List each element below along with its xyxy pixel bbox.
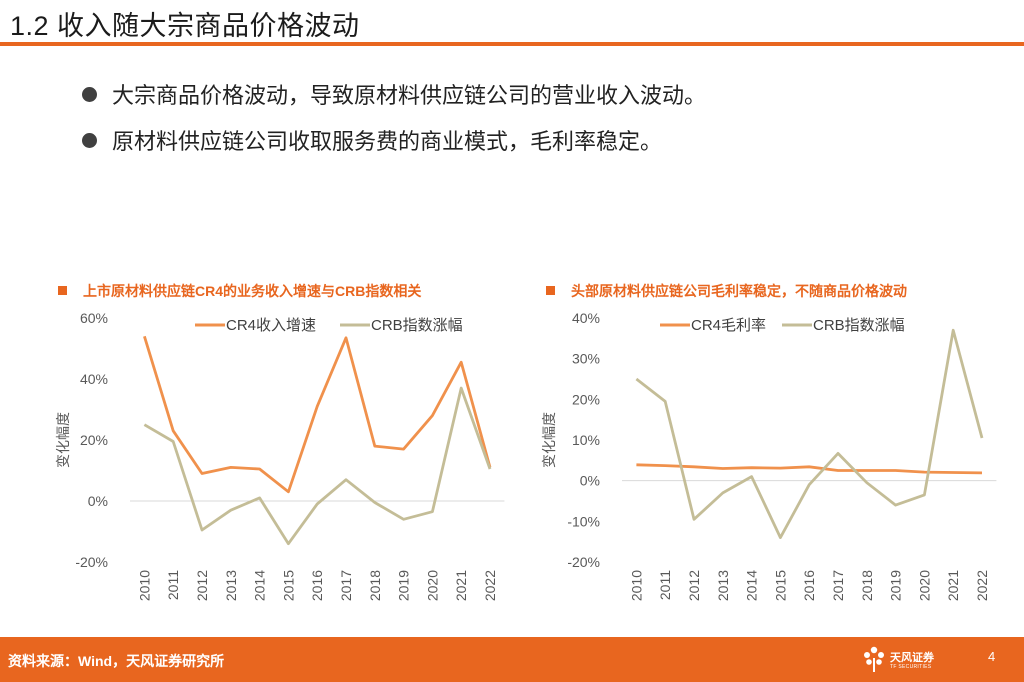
x-tick-label: 2010 [628, 570, 644, 601]
y-tick-label: 20% [572, 391, 600, 407]
y-tick-label: -20% [75, 554, 108, 570]
x-tick-label: 2011 [165, 570, 181, 600]
x-tick-label: 2013 [223, 570, 239, 601]
x-tick-label: 2019 [396, 570, 412, 601]
x-tick-label: 2020 [916, 570, 932, 601]
y-tick-label: -20% [567, 554, 600, 570]
legend-label: CR4毛利率 [691, 317, 766, 334]
x-tick-label: 2014 [744, 570, 760, 601]
y-tick-label: -10% [567, 513, 600, 529]
y-tick-label: 0% [88, 493, 108, 509]
y-axis-title: 变化幅度 [55, 412, 71, 468]
chart-1-title-text: 上市原材料供应链CR4的业务收入增速与CRB指数相关 [83, 283, 422, 299]
logo-subtitle: TF SECURITIES [890, 664, 932, 670]
bullet-text: 大宗商品价格波动，导致原材料供应链公司的营业收入波动。 [112, 83, 707, 108]
y-tick-label: 10% [572, 432, 600, 448]
x-tick-label: 2012 [194, 570, 210, 601]
square-bullet-icon [58, 286, 67, 295]
x-tick-label: 2012 [686, 570, 702, 601]
x-tick-label: 2020 [424, 570, 440, 601]
slide-title-area: 1.2 收入随大宗商品价格波动 [0, 0, 1024, 46]
chart-1-title: 上市原材料供应链CR4的业务收入增速与CRB指数相关 [58, 281, 421, 301]
x-tick-label: 2018 [367, 570, 383, 601]
x-tick-label: 2011 [657, 570, 673, 600]
revenue-growth-chart: 60% 40% 20% 0% -20% 2010 2011 2012 2013 2014 2015 2… [55, 310, 505, 601]
x-tick-label: 2018 [859, 570, 875, 601]
x-tick-label: 2014 [252, 570, 268, 601]
y-tick-label: 60% [80, 310, 108, 326]
x-tick-label: 2013 [715, 570, 731, 601]
x-tick-label: 2017 [830, 570, 846, 601]
source-note: 资料来源：Wind，天风证券研究所 [8, 653, 225, 669]
bullet-text: 原材料供应链公司收取服务费的商业模式，毛利率稳定。 [112, 129, 663, 154]
chart-2-title-text: 头部原材料供应链公司毛利率稳定，不随商品价格波动 [571, 283, 907, 299]
x-tick-label: 2017 [338, 570, 354, 601]
logo-name: 天风证券 [890, 652, 934, 664]
tf-securities-logo: 天风证券 TF SECURITIES [862, 645, 942, 677]
legend-label: CRB指数涨幅 [813, 317, 905, 334]
y-tick-label: 0% [580, 473, 600, 489]
page-number: 4 [988, 649, 996, 664]
x-tick-label: 2016 [801, 570, 817, 601]
x-tick-label: 2016 [309, 570, 325, 601]
y-tick-label: 40% [572, 310, 600, 326]
chart-2-title: 头部原材料供应链公司毛利率稳定，不随商品价格波动 [546, 281, 907, 301]
y-axis-title: 变化幅度 [541, 412, 557, 468]
title-underline [0, 42, 1024, 46]
flower-logo-icon [864, 646, 884, 672]
series-line-1 [636, 463, 983, 475]
bullet-dot-icon [82, 87, 97, 102]
x-tick-label: 2019 [888, 570, 904, 601]
legend-label: CR4收入增速 [226, 317, 316, 334]
series-line-1 [143, 335, 492, 494]
series-line-2 [635, 328, 984, 540]
bullet-dot-icon [82, 133, 97, 148]
y-tick-label: 20% [80, 432, 108, 448]
y-tick-label: 30% [572, 351, 600, 367]
legend-label: CRB指数涨幅 [371, 317, 463, 334]
x-tick-label: 2010 [136, 570, 152, 601]
gross-margin-chart: 40% 30% 20% 10% 0% -10% -20% 2010 2011 2012 2013 20… [541, 310, 997, 601]
square-bullet-icon [546, 286, 555, 295]
y-tick-label: 40% [80, 371, 108, 387]
x-tick-label: 2021 [453, 570, 469, 601]
x-tick-label: 2015 [772, 570, 788, 601]
x-tick-label: 2022 [482, 570, 498, 601]
series-line-2 [143, 386, 492, 546]
x-tick-label: 2021 [945, 570, 961, 601]
slide-title: 1.2 收入随大宗商品价格波动 [10, 11, 360, 41]
footer-bar: 资料来源：Wind，天风证券研究所 天风证券 TF SECURITIES 4 [0, 637, 1024, 682]
x-tick-label: 2022 [974, 570, 990, 601]
x-tick-label: 2015 [280, 570, 296, 601]
